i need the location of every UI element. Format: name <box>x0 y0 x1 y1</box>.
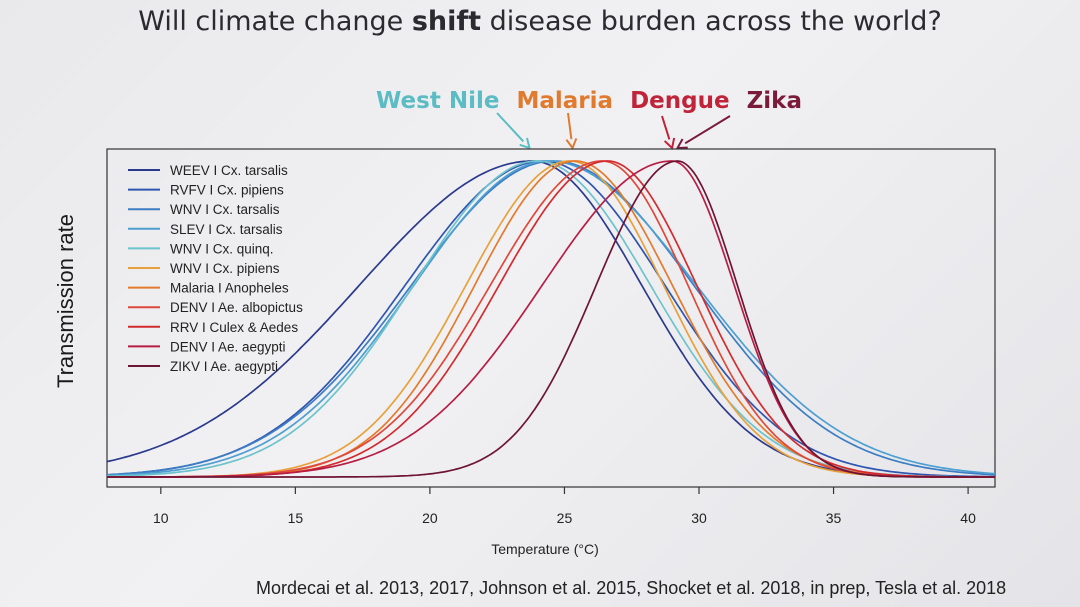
header-arrow-1 <box>496 112 531 150</box>
x-tick-label-25: 25 <box>557 510 573 526</box>
series-line-4 <box>107 160 996 477</box>
legend-label-8: DENV I Ae. albopictus <box>170 300 303 315</box>
header-arrow-3 <box>661 115 676 150</box>
disease-header-labels: West Nile Malaria Dengue Zika <box>376 88 811 114</box>
legend-label-9: RRV I Culex & Aedes <box>170 320 298 335</box>
legend-label-10: DENV I Ae. aegypti <box>170 339 286 354</box>
x-tick-label-30: 30 <box>691 510 707 526</box>
citation: Mordecai et al. 2013, 2017, Johnson et a… <box>256 578 1007 598</box>
legend-label-7: Malaria I Anopheles <box>170 281 289 296</box>
legend-label-2: RVFV I Cx. pipiens <box>170 183 284 198</box>
label-malaria: Malaria <box>516 88 614 114</box>
x-tick-label-10: 10 <box>153 510 169 526</box>
x-tick-label-20: 20 <box>422 510 438 526</box>
series-line-5 <box>107 160 995 478</box>
x-tick-label-15: 15 <box>288 510 304 526</box>
legend-label-11: ZIKV I Ae. aegypti <box>170 359 278 374</box>
plot-frame <box>106 148 996 488</box>
x-tick-label-40: 40 <box>960 510 976 526</box>
x-tick-label-35: 35 <box>826 510 842 526</box>
label-zika: Zika <box>746 88 802 114</box>
slide-title: Will climate change shift disease burden… <box>138 6 942 37</box>
legend-label-1: WEEV I Cx. tarsalis <box>170 163 288 178</box>
header-arrow-2 <box>565 112 578 151</box>
series-line-11 <box>107 160 995 478</box>
legend-label-6: WNV I Cx. pipiens <box>170 261 280 276</box>
legend-label-5: WNV I Cx. quinq. <box>170 241 274 256</box>
label-dengue: Dengue <box>630 88 730 114</box>
label-west-nile: West Nile <box>376 88 500 114</box>
legend-label-4: SLEV I Cx. tarsalis <box>170 222 283 237</box>
x-axis-title: Temperature (°C) <box>491 541 599 557</box>
legend-label-3: WNV I Cx. tarsalis <box>170 202 280 217</box>
header-arrow-4 <box>675 115 731 150</box>
